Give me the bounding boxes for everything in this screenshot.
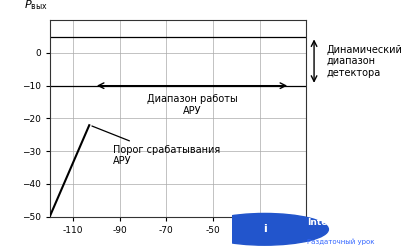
Text: Intellect.icu: Intellect.icu [306,218,367,227]
Text: Раздаточный урок: Раздаточный урок [306,239,374,245]
Text: Порог срабатывания
АРУ: Порог срабатывания АРУ [92,126,219,166]
Text: Динамический
диапазон
детектора: Динамический диапазон детектора [326,45,402,78]
Text: $P_{\rm вых}$: $P_{\rm вых}$ [24,0,47,12]
Text: Диапазон работы
АРУ: Диапазон работы АРУ [146,94,237,115]
Circle shape [200,213,328,245]
Text: i: i [262,224,266,234]
